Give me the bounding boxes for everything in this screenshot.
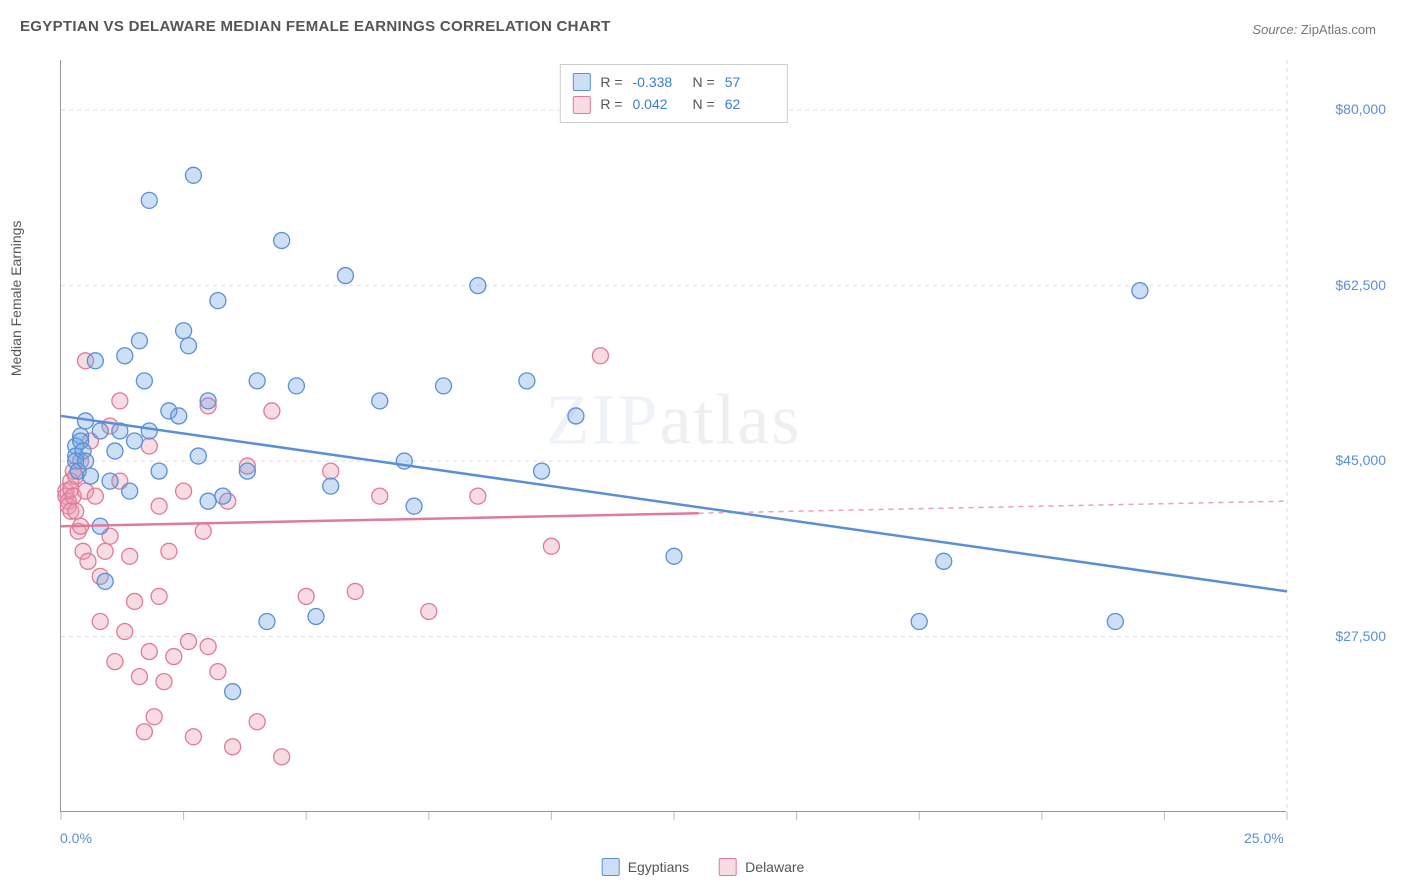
y-tick-label: $45,000 (1296, 452, 1386, 468)
legend-swatch-egyptians (572, 73, 590, 91)
y-tick-label: $80,000 (1296, 101, 1386, 117)
series-legend: Egyptians Delaware (602, 858, 805, 876)
correlation-legend: R = -0.338 N = 57 R = 0.042 N = 62 (559, 64, 787, 123)
plot-area: ZIPatlas R = -0.338 N = 57 R = 0.042 N =… (60, 60, 1286, 812)
source-value: ZipAtlas.com (1301, 22, 1376, 37)
n-value-delaware: 62 (725, 93, 775, 115)
y-axis-label: Median Female Earnings (8, 221, 24, 377)
legend-label-delaware: Delaware (745, 859, 804, 875)
legend-item-delaware: Delaware (719, 858, 804, 876)
legend-item-egyptians: Egyptians (602, 858, 689, 876)
n-value-egyptians: 57 (725, 71, 775, 93)
x-tick-label: 25.0% (1244, 830, 1284, 846)
y-tick-label: $27,500 (1296, 628, 1386, 644)
r-value-egyptians: -0.338 (633, 71, 683, 93)
chart-container: EGYPTIAN VS DELAWARE MEDIAN FEMALE EARNI… (10, 10, 1396, 882)
legend-swatch-delaware (572, 96, 590, 114)
r-value-delaware: 0.042 (633, 93, 683, 115)
n-label: N = (693, 71, 715, 93)
n-label: N = (693, 93, 715, 115)
source-label: Source: (1252, 22, 1297, 37)
legend-swatch-icon (602, 858, 620, 876)
chart-source: Source: ZipAtlas.com (1252, 22, 1376, 37)
r-label: R = (600, 93, 622, 115)
x-tick-label: 0.0% (60, 830, 92, 846)
r-label: R = (600, 71, 622, 93)
chart-title: EGYPTIAN VS DELAWARE MEDIAN FEMALE EARNI… (20, 18, 611, 35)
y-tick-label: $62,500 (1296, 277, 1386, 293)
legend-swatch-icon (719, 858, 737, 876)
legend-row-delaware: R = 0.042 N = 62 (572, 93, 774, 115)
legend-label-egyptians: Egyptians (628, 859, 689, 875)
legend-row-egyptians: R = -0.338 N = 57 (572, 71, 774, 93)
scatter-plot-svg (61, 60, 1286, 811)
